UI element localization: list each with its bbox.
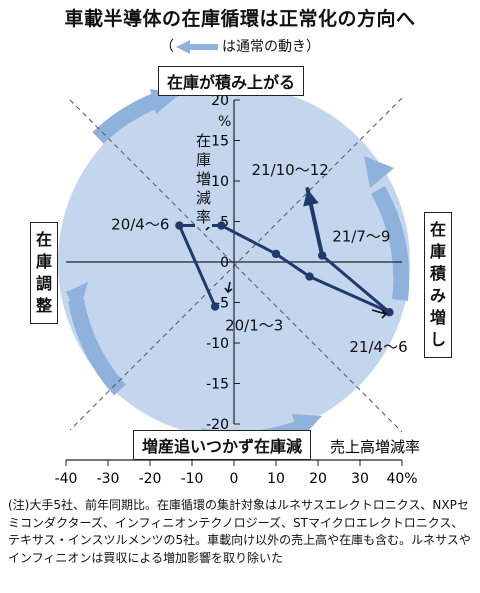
x-tick-label: -10 — [181, 471, 204, 487]
x-tick-label: 20 — [309, 471, 327, 487]
x-tick-label: -40 — [55, 471, 78, 487]
data-point — [271, 249, 281, 259]
series-arrowhead — [303, 189, 319, 207]
legend-open-paren: （ — [160, 39, 174, 55]
data-label: 21/4～6 — [349, 338, 407, 356]
y-tick-label: -10 — [206, 336, 229, 352]
quadrant-label-left: 在庫調整 — [30, 222, 58, 324]
cycle-arrow-right-head — [364, 156, 394, 188]
quadrant-label-right: 在庫積み増し — [424, 212, 452, 358]
data-label: 20/1～3 — [225, 317, 283, 335]
cycle-arrow-right — [370, 186, 410, 301]
data-point — [385, 308, 394, 317]
data-label: 21/7～9 — [332, 228, 390, 246]
footnote: (注)大手5社、前年同期比。在庫循環の集計対象はルネサスエレクトロニクス、NXP… — [8, 498, 471, 565]
diagonal-dashed-1 — [69, 99, 403, 433]
legend-note: （ は通常の動き） — [0, 36, 480, 56]
legend-close-paren: ） — [306, 39, 320, 55]
x-tick-label: 30 — [351, 471, 369, 487]
data-point — [210, 302, 220, 311]
y-tick-label: -20 — [206, 417, 229, 433]
x-tick-label: -30 — [97, 471, 120, 487]
data-label: 21/10～12 — [252, 161, 329, 179]
direction-arrow-icon — [371, 309, 388, 319]
y-tick-label: 0 — [220, 255, 229, 271]
data-point — [318, 251, 327, 260]
direction-arrow-icon — [224, 281, 233, 294]
y-tick-label: 5 — [220, 215, 229, 231]
data-label: 20/4～6 — [111, 216, 169, 234]
x-axis-label: 売上高増減率 — [330, 438, 420, 456]
y-tick-label: 10 — [211, 174, 229, 190]
x-tick-label: -20 — [139, 471, 162, 487]
x-tick-label: 40% — [386, 471, 417, 487]
data-point — [175, 221, 184, 230]
quadrant-label-top: 在庫が積み上がる — [158, 66, 305, 96]
data-point — [217, 221, 226, 230]
chart-title: 車載半導体の在庫循環は正常化の方向へ — [64, 8, 416, 30]
x-tick-label: 0 — [230, 471, 239, 487]
series-segment — [177, 224, 217, 309]
y-tick-label: -15 — [206, 377, 229, 393]
y-axis-unit: % — [218, 114, 232, 130]
quadrant-label-bottom: 増産追いつかず在庫減 — [133, 430, 312, 460]
series-segment — [274, 252, 312, 279]
diagonal-dashed-2 — [69, 97, 403, 431]
y-tick-label: 20 — [211, 93, 229, 109]
x-tick-label: 10 — [267, 471, 285, 487]
legend-text: は通常の動き — [222, 39, 306, 55]
data-point — [305, 272, 314, 281]
y-tick-label: 15 — [211, 134, 229, 150]
y-axis-label: 在庫増減率 — [195, 132, 212, 227]
cycle-arrow-left-head — [66, 282, 88, 316]
series-segment — [308, 275, 391, 314]
series-segment — [320, 254, 391, 314]
legend-arrow-icon — [176, 40, 218, 54]
series-segment — [219, 224, 278, 256]
